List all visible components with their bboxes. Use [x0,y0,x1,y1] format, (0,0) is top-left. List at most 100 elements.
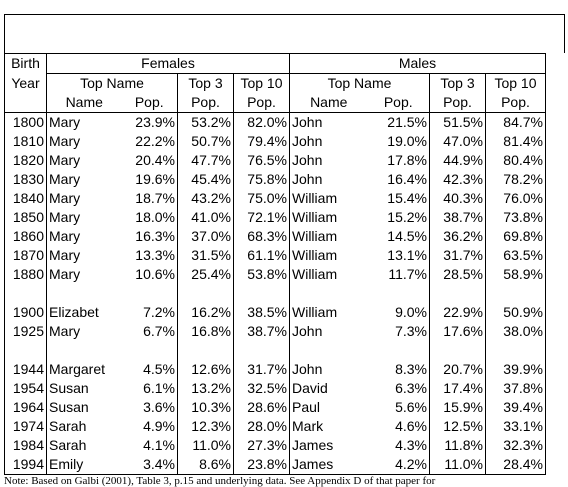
female-top3-cell[interactable] [178,341,234,360]
male-top10-cell[interactable]: 33.1% [486,417,546,436]
male-top-pop-cell[interactable]: 6.3% [368,379,430,398]
birth-year-cell[interactable]: 1944 [5,360,47,379]
title-cell[interactable] [4,14,565,53]
male-top-pop-cell[interactable]: 4.2% [368,455,430,475]
female-top3-cell[interactable]: 25.4% [178,265,234,284]
female-top10-cell[interactable] [234,341,290,360]
male-top10-cell[interactable]: 28.4% [486,455,546,475]
birth-year-cell[interactable] [5,341,47,360]
female-top-name-cell[interactable]: Elizabet [47,303,122,322]
female-top3-cell[interactable]: 12.6% [178,360,234,379]
male-top10-cell[interactable]: 37.8% [486,379,546,398]
male-top-name-cell[interactable]: John [290,360,368,379]
female-top-pop-cell[interactable]: 23.9% [122,113,178,133]
birth-year-cell[interactable]: 1925 [5,322,47,341]
birth-year-cell[interactable]: 1994 [5,455,47,475]
male-top3-cell[interactable] [430,341,486,360]
female-top3-cell[interactable]: 12.3% [178,417,234,436]
male-top3-cell[interactable]: 15.9% [430,398,486,417]
male-top-pop-cell[interactable]: 4.3% [368,436,430,455]
male-top10-cell[interactable]: 84.7% [486,113,546,133]
male-top3-cell[interactable]: 44.9% [430,151,486,170]
male-top-name-cell[interactable]: William [290,208,368,227]
male-top-name-cell[interactable]: John [290,132,368,151]
female-top-name-cell[interactable]: Susan [47,379,122,398]
birth-year-cell[interactable]: 1964 [5,398,47,417]
female-top10-cell[interactable]: 72.1% [234,208,290,227]
female-top-name-cell[interactable] [47,341,122,360]
female-top-name-cell[interactable]: Margaret [47,360,122,379]
male-top-name-cell[interactable]: Paul [290,398,368,417]
female-top3-cell[interactable]: 53.2% [178,113,234,133]
female-top-pop-cell[interactable]: 16.3% [122,227,178,246]
male-top10-cell[interactable]: 81.4% [486,132,546,151]
female-top-name-cell[interactable]: Emily [47,455,122,475]
female-top-name-cell[interactable]: Mary [47,113,122,133]
male-top-pop-cell[interactable]: 4.6% [368,417,430,436]
female-top3-cell[interactable]: 45.4% [178,170,234,189]
male-top-name-cell[interactable]: William [290,303,368,322]
female-top-pop-cell[interactable]: 13.3% [122,246,178,265]
birth-year-cell[interactable]: 1984 [5,436,47,455]
male-top-name-cell[interactable]: John [290,170,368,189]
female-top3-cell[interactable]: 41.0% [178,208,234,227]
female-top3-cell[interactable]: 43.2% [178,189,234,208]
male-top3-cell[interactable]: 47.0% [430,132,486,151]
female-top3-cell[interactable]: 10.3% [178,398,234,417]
male-top-name-cell[interactable] [290,284,368,303]
female-top-pop-cell[interactable]: 4.1% [122,436,178,455]
birth-year-cell[interactable]: 1810 [5,132,47,151]
male-top-name-cell[interactable]: William [290,227,368,246]
male-top-pop-cell[interactable]: 11.7% [368,265,430,284]
female-top-pop-cell[interactable]: 20.4% [122,151,178,170]
male-top10-cell[interactable]: 73.8% [486,208,546,227]
male-top-name-cell[interactable]: Mark [290,417,368,436]
female-top-pop-cell[interactable]: 10.6% [122,265,178,284]
male-top-pop-cell[interactable] [368,284,430,303]
birth-year-cell[interactable]: 1830 [5,170,47,189]
birth-year-cell[interactable]: 1870 [5,246,47,265]
male-top-name-cell[interactable] [290,341,368,360]
female-top-name-cell[interactable]: Mary [47,170,122,189]
female-top-pop-cell[interactable]: 22.2% [122,132,178,151]
male-top-pop-cell[interactable]: 8.3% [368,360,430,379]
male-top-pop-cell[interactable]: 7.3% [368,322,430,341]
male-top10-cell[interactable]: 80.4% [486,151,546,170]
female-top3-cell[interactable]: 16.8% [178,322,234,341]
female-top-name-cell[interactable]: Mary [47,227,122,246]
male-top10-cell[interactable]: 38.0% [486,322,546,341]
female-top3-cell[interactable]: 37.0% [178,227,234,246]
female-top-name-cell[interactable]: Mary [47,208,122,227]
male-top-pop-cell[interactable]: 9.0% [368,303,430,322]
male-top3-cell[interactable]: 20.7% [430,360,486,379]
male-top3-cell[interactable]: 28.5% [430,265,486,284]
male-top-name-cell[interactable]: David [290,379,368,398]
birth-year-cell[interactable]: 1850 [5,208,47,227]
female-top3-cell[interactable]: 50.7% [178,132,234,151]
birth-year-cell[interactable]: 1974 [5,417,47,436]
female-top-name-cell[interactable]: Sarah [47,417,122,436]
female-top-name-cell[interactable]: Sarah [47,436,122,455]
female-top-pop-cell[interactable] [122,284,178,303]
male-top3-cell[interactable]: 40.3% [430,189,486,208]
birth-year-cell[interactable]: 1880 [5,265,47,284]
male-top-name-cell[interactable]: William [290,265,368,284]
female-top3-cell[interactable]: 11.0% [178,436,234,455]
male-top3-cell[interactable]: 31.7% [430,246,486,265]
female-top10-cell[interactable]: 75.8% [234,170,290,189]
female-top10-cell[interactable]: 53.8% [234,265,290,284]
male-top-pop-cell[interactable]: 5.6% [368,398,430,417]
female-top10-cell[interactable]: 28.0% [234,417,290,436]
female-top3-cell[interactable]: 31.5% [178,246,234,265]
male-top10-cell[interactable] [486,284,546,303]
male-top-pop-cell[interactable]: 21.5% [368,113,430,133]
male-top-name-cell[interactable]: John [290,113,368,133]
birth-year-cell[interactable]: 1860 [5,227,47,246]
male-top10-cell[interactable]: 39.9% [486,360,546,379]
male-top10-cell[interactable]: 63.5% [486,246,546,265]
female-top10-cell[interactable]: 38.5% [234,303,290,322]
female-top10-cell[interactable]: 23.8% [234,455,290,475]
female-top-pop-cell[interactable] [122,341,178,360]
birth-year-cell[interactable]: 1800 [5,113,47,133]
male-top-pop-cell[interactable]: 14.5% [368,227,430,246]
